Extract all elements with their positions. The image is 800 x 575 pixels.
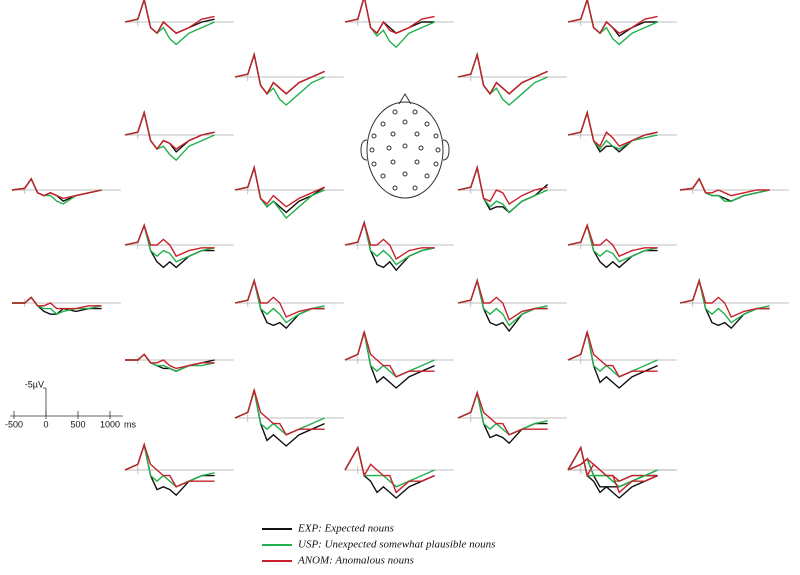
erp-wave bbox=[344, 329, 435, 378]
erp-wave bbox=[234, 164, 325, 208]
ear bbox=[360, 139, 368, 161]
erp-wave bbox=[344, 220, 435, 261]
erp-wave bbox=[567, 0, 658, 35]
erp-wave bbox=[11, 177, 102, 205]
erp-wave bbox=[12, 296, 102, 310]
erp-wave bbox=[344, 445, 435, 494]
erp-wave bbox=[124, 223, 215, 258]
scale-x-label: 0 bbox=[43, 419, 48, 429]
legend-label: USP: Unexpected somewhat plausible nouns bbox=[298, 539, 495, 551]
erp-wave bbox=[457, 51, 548, 96]
erp-wave bbox=[234, 278, 325, 318]
erp-wave bbox=[234, 277, 325, 324]
scale-x-unit: ms bbox=[124, 419, 136, 429]
scale-x-label: 500 bbox=[70, 419, 85, 429]
erp-wave bbox=[457, 278, 548, 321]
erp-wave bbox=[344, 0, 435, 49]
nose bbox=[398, 93, 412, 105]
erp-wave bbox=[567, 445, 658, 494]
electrodes bbox=[369, 109, 441, 191]
erp-wave bbox=[124, 109, 215, 151]
head-map bbox=[360, 93, 450, 199]
scale-x-label: -500 bbox=[5, 419, 23, 429]
erp-wave bbox=[679, 277, 770, 324]
ear bbox=[442, 139, 450, 161]
erp-wave bbox=[234, 51, 325, 96]
erp-wave bbox=[457, 51, 548, 106]
legend-label: ANOM: Anomalous nouns bbox=[297, 555, 414, 567]
erp-wave bbox=[679, 278, 770, 318]
erp-wave bbox=[124, 109, 215, 162]
erp-wave bbox=[344, 445, 435, 499]
erp-wave bbox=[567, 223, 658, 263]
erp-wave bbox=[457, 164, 548, 205]
erp-wave bbox=[344, 0, 435, 35]
erp-wave bbox=[457, 390, 548, 436]
erp-wave bbox=[567, 109, 658, 148]
erp-wave bbox=[234, 51, 325, 106]
erp-wave bbox=[457, 277, 548, 333]
erp-wave bbox=[234, 387, 325, 436]
erp-wave bbox=[344, 219, 435, 266]
scale-y-label: -5µV bbox=[25, 379, 44, 389]
erp-wave bbox=[124, 0, 215, 35]
legend-label: EXP: Expected nouns bbox=[297, 523, 394, 535]
erp-wave bbox=[567, 223, 658, 258]
erp-wave bbox=[124, 223, 215, 263]
erp-wave bbox=[567, 329, 658, 378]
erp-wave bbox=[567, 445, 658, 499]
scale-x-label: 1000 bbox=[100, 419, 120, 429]
erp-wave bbox=[679, 177, 770, 197]
erp-wave bbox=[124, 442, 215, 488]
erp-wave bbox=[125, 353, 215, 370]
head bbox=[366, 101, 444, 199]
erp-wave bbox=[11, 177, 102, 200]
